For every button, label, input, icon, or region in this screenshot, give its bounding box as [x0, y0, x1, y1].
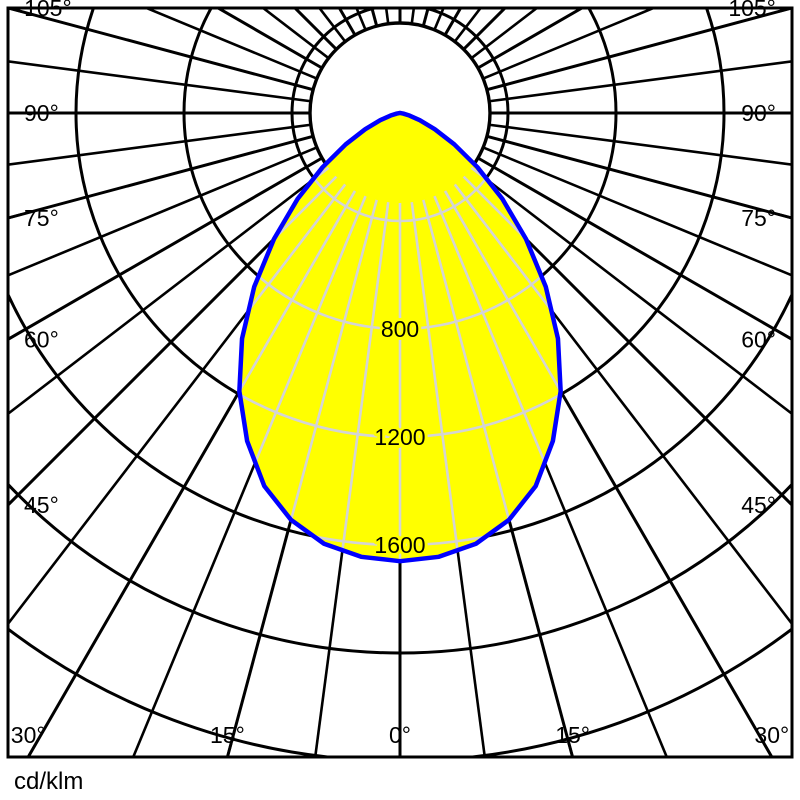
angle-spoke-over-fill	[443, 190, 561, 562]
angle-spoke-over-fill	[239, 190, 357, 562]
angle-spoke	[477, 156, 791, 341]
ring-value-label-halo: 800	[381, 316, 419, 342]
angle-axis-label: 105°	[24, 0, 72, 21]
angle-axis-label: 60°	[24, 326, 59, 352]
ring-value-label-halo: 1200	[374, 424, 425, 450]
ring-value-label-halo: 1600	[374, 532, 425, 558]
angle-tick-mark	[763, 744, 773, 758]
angle-axis-label: 60°	[741, 326, 776, 352]
angle-spoke	[9, 166, 330, 415]
radial-ring-over-fill	[239, 113, 561, 439]
angle-axis-label: 30°	[754, 722, 789, 748]
angle-spoke	[9, 183, 347, 625]
angle-axis-label: 45°	[24, 492, 59, 518]
angle-tick-mark	[777, 6, 793, 13]
angle-spoke-over-fill	[410, 202, 558, 562]
radial-ring-over-fill	[290, 113, 510, 223]
angle-spoke	[486, 134, 791, 220]
ring-value-label: 800	[381, 316, 419, 342]
angle-label-group: 15° 15° 30° 30° 45° 45° 60° 60° 75° 75° 90° 90° 105°…	[7, 0, 793, 758]
angle-axis-label: 15°	[555, 722, 590, 748]
angle-spoke	[9, 156, 323, 341]
ring-value-label: 1200	[374, 424, 425, 450]
angle-axis-label: 90°	[24, 100, 59, 126]
angle-spoke	[489, 123, 791, 166]
angle-spoke	[9, 175, 338, 506]
angle-spoke-over-fill	[239, 199, 378, 562]
unit-label: cd/klm	[14, 768, 83, 795]
radial-ring	[9, 483, 791, 655]
angle-spoke	[470, 166, 791, 415]
angle-tick-mark	[779, 331, 793, 341]
angle-tick-mark	[7, 494, 19, 506]
angle-spoke	[9, 123, 311, 166]
ring-value-label: 1600	[374, 532, 425, 558]
angle-axis-label-zero: 0°	[389, 722, 411, 748]
angle-spoke-over-fill	[433, 195, 561, 562]
angle-spoke	[486, 9, 791, 92]
intensity-curve	[237, 110, 563, 564]
angle-tick-mark	[567, 743, 574, 758]
angle-spoke	[9, 146, 318, 277]
angle-axis-label: 15°	[210, 722, 245, 748]
radial-ring-over-fill	[239, 113, 561, 331]
angle-tick-mark	[7, 6, 23, 13]
angle-spoke	[9, 134, 314, 220]
angle-axis-label: 75°	[24, 205, 59, 231]
angle-tick-mark	[7, 331, 21, 341]
angle-axis-label: 75°	[741, 205, 776, 231]
angle-spoke	[453, 183, 791, 625]
angle-tick-mark	[27, 744, 37, 758]
angle-tick-mark	[778, 213, 793, 220]
angle-spoke-over-fill	[422, 199, 561, 562]
angle-spoke-over-fill	[239, 195, 367, 562]
angle-tick-mark	[226, 743, 233, 758]
angle-tick-mark	[7, 213, 22, 220]
angle-spoke	[9, 9, 314, 92]
radial-ring-over-fill	[239, 113, 561, 547]
angle-spoke	[9, 60, 311, 103]
angle-spoke	[482, 146, 791, 277]
angle-spoke	[489, 60, 791, 103]
angle-spoke-over-fill	[242, 202, 390, 562]
angle-spoke	[462, 175, 791, 506]
angle-axis-label: 105°	[728, 0, 776, 21]
angle-axis-label: 90°	[741, 100, 776, 126]
angle-tick-mark	[781, 494, 793, 506]
angle-axis-label: 45°	[741, 492, 776, 518]
angle-axis-label: 30°	[11, 722, 46, 748]
